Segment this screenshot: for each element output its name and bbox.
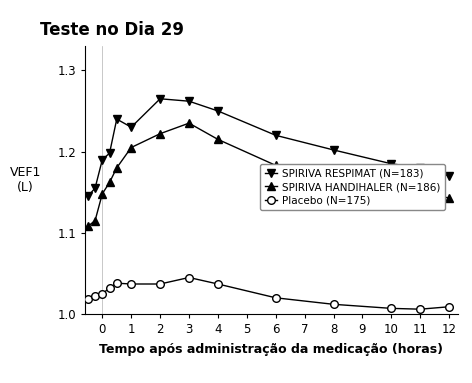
SPIRIVA HANDIHALER (N=186) <box>114 165 119 170</box>
SPIRIVA HANDIHALER (N=186) <box>100 192 105 196</box>
Placebo (N=175) <box>273 296 278 300</box>
Placebo (N=175) <box>157 282 163 286</box>
SPIRIVA HANDIHALER (N=186) <box>107 180 112 185</box>
SPIRIVA HANDIHALER (N=186) <box>447 196 452 200</box>
Placebo (N=175) <box>128 282 134 286</box>
SPIRIVA RESPIMAT (N=183) <box>92 186 98 190</box>
SPIRIVA RESPIMAT (N=183) <box>128 125 134 129</box>
SPIRIVA HANDIHALER (N=186) <box>186 121 192 126</box>
SPIRIVA RESPIMAT (N=183) <box>107 151 112 155</box>
SPIRIVA RESPIMAT (N=183) <box>215 109 221 113</box>
Placebo (N=175) <box>92 294 98 298</box>
Placebo (N=175) <box>417 307 423 311</box>
SPIRIVA RESPIMAT (N=183) <box>186 99 192 103</box>
Y-axis label: VEF1
(L): VEF1 (L) <box>9 166 41 194</box>
Placebo (N=175) <box>100 291 105 296</box>
SPIRIVA HANDIHALER (N=186) <box>215 137 221 142</box>
SPIRIVA HANDIHALER (N=186) <box>157 131 163 136</box>
SPIRIVA HANDIHALER (N=186) <box>388 188 394 193</box>
Placebo (N=175) <box>114 281 119 285</box>
Line: Placebo (N=175): Placebo (N=175) <box>84 274 453 313</box>
SPIRIVA RESPIMAT (N=183) <box>417 165 423 170</box>
Placebo (N=175) <box>447 304 452 309</box>
SPIRIVA RESPIMAT (N=183) <box>331 148 337 152</box>
Line: SPIRIVA HANDIHALER (N=186): SPIRIVA HANDIHALER (N=186) <box>84 119 453 230</box>
SPIRIVA RESPIMAT (N=183) <box>157 97 163 101</box>
SPIRIVA RESPIMAT (N=183) <box>100 157 105 162</box>
SPIRIVA HANDIHALER (N=186) <box>273 163 278 168</box>
SPIRIVA RESPIMAT (N=183) <box>85 194 91 198</box>
X-axis label: Tempo após administração da medicação (horas): Tempo após administração da medicação (h… <box>100 343 443 356</box>
Placebo (N=175) <box>331 302 337 307</box>
Line: SPIRIVA RESPIMAT (N=183): SPIRIVA RESPIMAT (N=183) <box>84 95 453 200</box>
Placebo (N=175) <box>215 282 221 286</box>
Legend: SPIRIVA RESPIMAT (N=183), SPIRIVA HANDIHALER (N=186), Placebo (N=175): SPIRIVA RESPIMAT (N=183), SPIRIVA HANDIH… <box>260 164 445 210</box>
SPIRIVA HANDIHALER (N=186) <box>128 145 134 150</box>
Placebo (N=175) <box>107 286 112 290</box>
Placebo (N=175) <box>388 306 394 311</box>
SPIRIVA RESPIMAT (N=183) <box>388 162 394 166</box>
SPIRIVA HANDIHALER (N=186) <box>331 179 337 184</box>
Text: Teste no Dia 29: Teste no Dia 29 <box>40 21 184 39</box>
Placebo (N=175) <box>186 275 192 280</box>
SPIRIVA RESPIMAT (N=183) <box>273 133 278 137</box>
SPIRIVA HANDIHALER (N=186) <box>85 224 91 229</box>
SPIRIVA HANDIHALER (N=186) <box>92 218 98 223</box>
SPIRIVA RESPIMAT (N=183) <box>447 173 452 178</box>
SPIRIVA HANDIHALER (N=186) <box>417 192 423 196</box>
Placebo (N=175) <box>85 297 91 302</box>
SPIRIVA RESPIMAT (N=183) <box>114 117 119 121</box>
